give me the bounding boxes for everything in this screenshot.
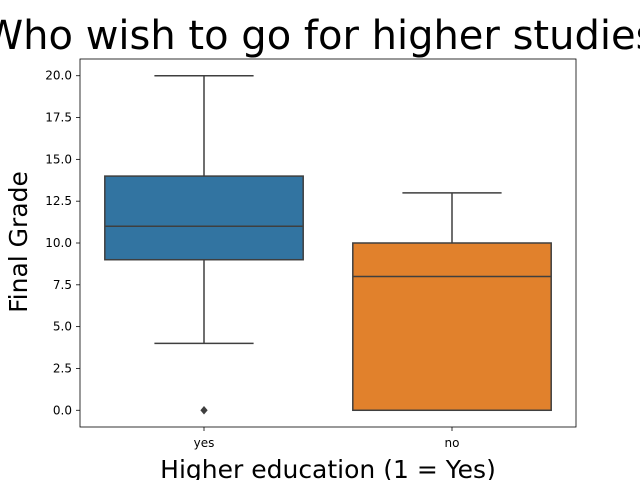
box-no (352, 192, 552, 412)
y-tick-label-2: 5.0 (53, 320, 72, 334)
y-tick-label-1: 2.5 (53, 361, 72, 375)
y-tick-label-5: 12.5 (45, 194, 72, 208)
x-axis-label: Higher education (1 = Yes) (160, 455, 496, 480)
y-axis-label: Final Grade (4, 171, 33, 313)
outlier-point-yes-0 (200, 406, 208, 415)
iqr-box-yes (104, 175, 304, 261)
box-yes (104, 74, 304, 415)
x-tick-label-yes: yes (194, 436, 215, 450)
plot-area: 0.0 2.5 5.0 7.5 10.0 12.5 15.0 17.5 20.0 yes no (45, 58, 577, 450)
chart-title: Who wish to go for higher studies (0, 13, 640, 59)
y-tick-label-0: 0.0 (53, 403, 72, 417)
iqr-box-no (352, 242, 552, 412)
y-tick-label-3: 7.5 (53, 278, 72, 292)
y-tick-label-4: 10.0 (45, 236, 72, 250)
y-tick-label-7: 17.5 (45, 111, 72, 125)
y-tick-label-8: 20.0 (45, 69, 72, 83)
x-tick-label-no: no (445, 436, 460, 450)
y-tick-label-6: 15.0 (45, 152, 72, 166)
